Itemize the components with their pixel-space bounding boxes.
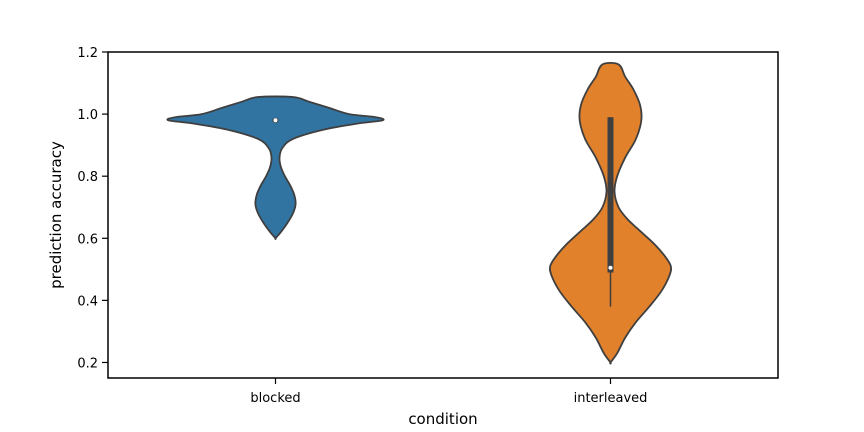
violins-layer	[166, 61, 672, 365]
median-dot-interleaved	[607, 265, 614, 271]
y-axis-label: prediction accuracy	[47, 141, 65, 289]
y-tick-label: 0.4	[77, 294, 98, 309]
x-axis-ticks: blocked interleaved	[250, 378, 647, 406]
y-axis-ticks: 0.2 0.4 0.6 0.8 1.0 1.2	[77, 46, 108, 371]
violin-blocked	[166, 95, 385, 240]
y-tick-label: 0.2	[77, 356, 98, 371]
y-tick-label: 0.8	[77, 170, 98, 185]
y-tick-label: 1.2	[77, 46, 98, 61]
y-tick-label: 0.6	[77, 232, 98, 247]
x-axis-label: condition	[408, 410, 477, 428]
plot-frame	[107, 51, 779, 379]
y-tick-label: 1.0	[77, 108, 98, 123]
x-tick-label-blocked: blocked	[250, 391, 300, 406]
x-tick-label-interleaved: interleaved	[574, 391, 648, 406]
median-dot-blocked	[272, 117, 279, 123]
